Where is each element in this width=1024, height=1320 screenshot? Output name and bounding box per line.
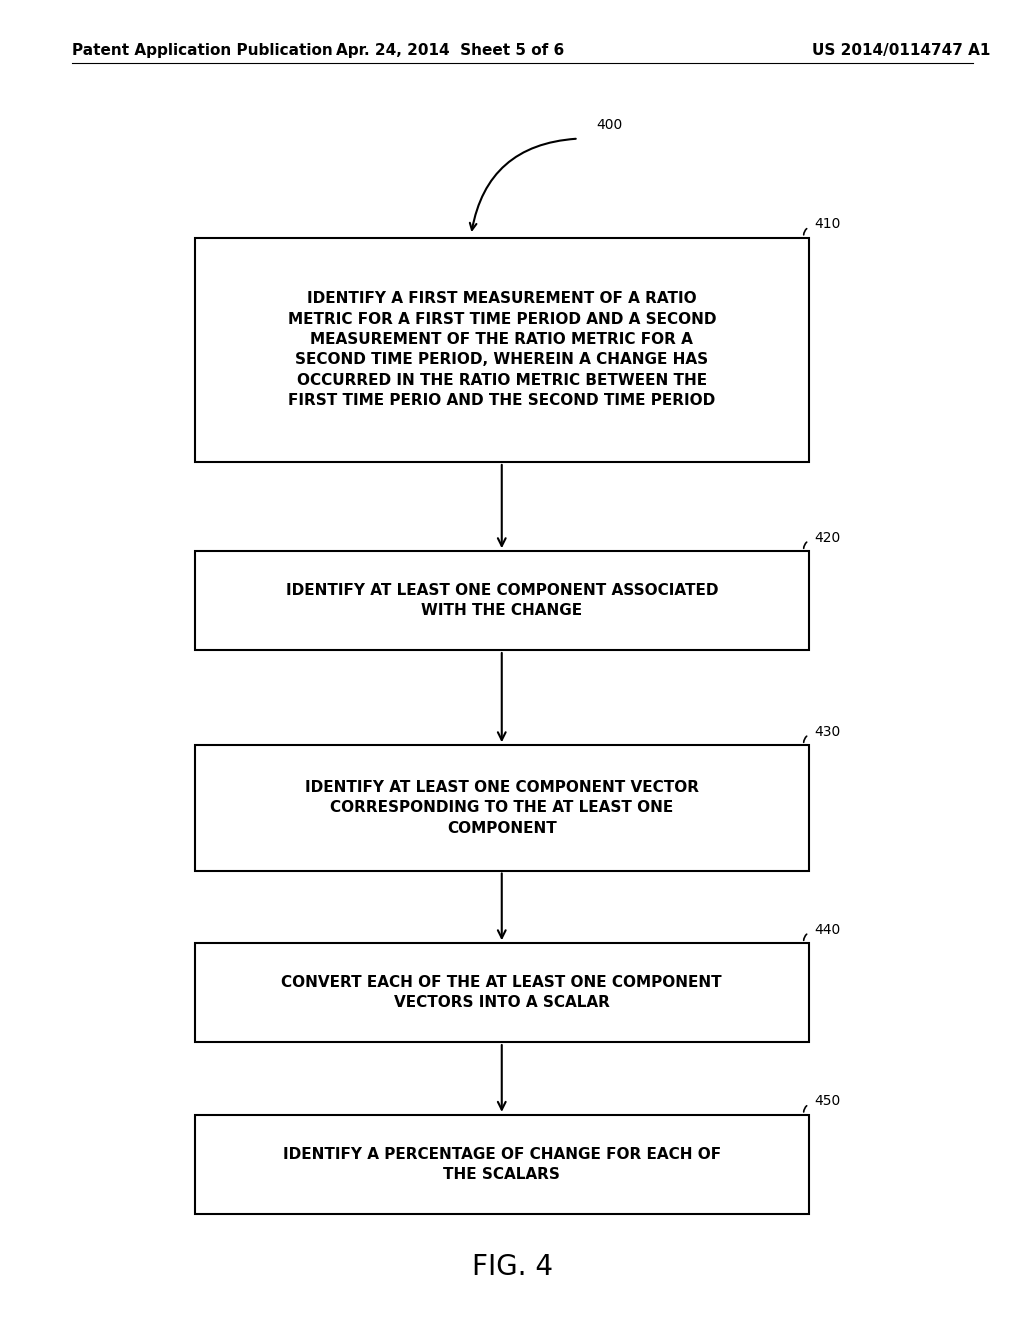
Text: IDENTIFY AT LEAST ONE COMPONENT VECTOR
CORRESPONDING TO THE AT LEAST ONE
COMPONE: IDENTIFY AT LEAST ONE COMPONENT VECTOR C… bbox=[305, 780, 698, 836]
Bar bbox=[195, 744, 809, 871]
Bar bbox=[195, 552, 809, 649]
Text: 400: 400 bbox=[596, 117, 623, 132]
Text: 420: 420 bbox=[814, 531, 841, 544]
Text: IDENTIFY AT LEAST ONE COMPONENT ASSOCIATED
WITH THE CHANGE: IDENTIFY AT LEAST ONE COMPONENT ASSOCIAT… bbox=[286, 583, 718, 618]
Text: CONVERT EACH OF THE AT LEAST ONE COMPONENT
VECTORS INTO A SCALAR: CONVERT EACH OF THE AT LEAST ONE COMPONE… bbox=[282, 975, 722, 1010]
Text: Patent Application Publication: Patent Application Publication bbox=[72, 42, 333, 58]
Bar bbox=[195, 942, 809, 1043]
Text: 440: 440 bbox=[814, 923, 841, 937]
Bar bbox=[195, 238, 809, 462]
Text: 410: 410 bbox=[814, 216, 841, 231]
Text: IDENTIFY A FIRST MEASUREMENT OF A RATIO
METRIC FOR A FIRST TIME PERIOD AND A SEC: IDENTIFY A FIRST MEASUREMENT OF A RATIO … bbox=[288, 292, 716, 408]
Text: IDENTIFY A PERCENTAGE OF CHANGE FOR EACH OF
THE SCALARS: IDENTIFY A PERCENTAGE OF CHANGE FOR EACH… bbox=[283, 1147, 721, 1181]
Text: US 2014/0114747 A1: US 2014/0114747 A1 bbox=[812, 42, 990, 58]
Bar bbox=[195, 1114, 809, 1214]
Text: FIG. 4: FIG. 4 bbox=[471, 1253, 553, 1282]
Text: 450: 450 bbox=[814, 1094, 841, 1109]
Text: Apr. 24, 2014  Sheet 5 of 6: Apr. 24, 2014 Sheet 5 of 6 bbox=[337, 42, 564, 58]
Text: 430: 430 bbox=[814, 725, 841, 739]
